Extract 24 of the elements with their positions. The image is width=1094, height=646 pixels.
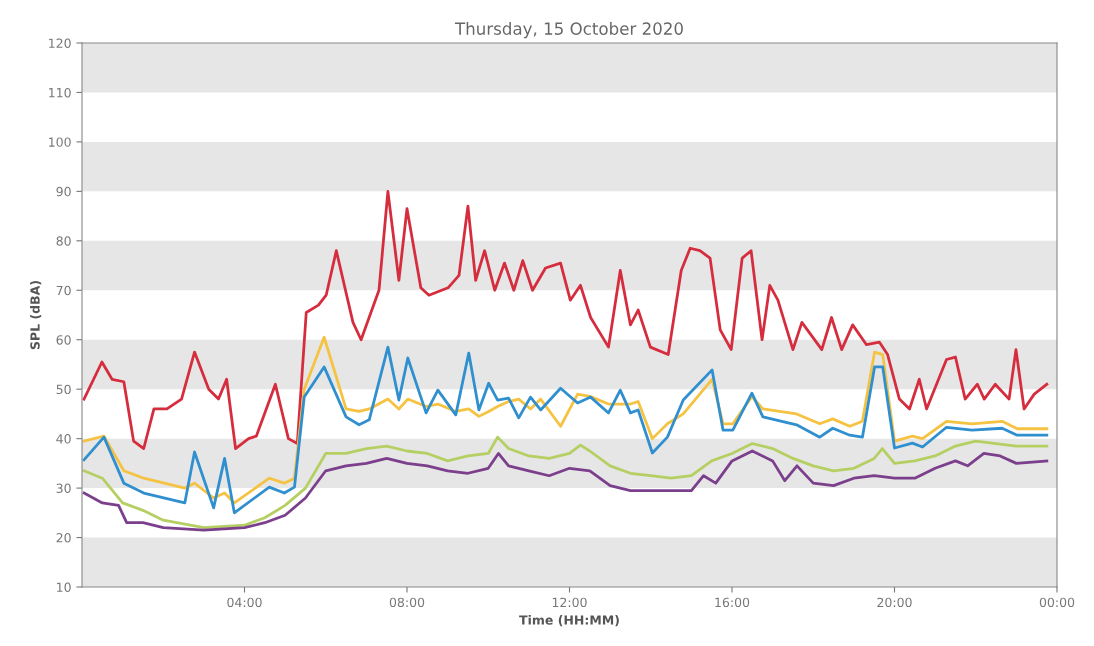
y-tick-label: 20 <box>56 533 71 543</box>
chart-title: Thursday, 15 October 2020 <box>454 22 683 39</box>
y-axis-title: SPL (dBA) <box>30 281 42 350</box>
line-series <box>82 435 1049 530</box>
x-tick-label: 16:00 <box>715 597 750 608</box>
y-tick-label: 80 <box>56 236 71 246</box>
y-tick-label: 90 <box>56 186 71 197</box>
y-tick-label: 40 <box>56 434 71 444</box>
line-series <box>82 189 1049 450</box>
y-tick-label: 10 <box>57 582 71 592</box>
line-series <box>82 449 1049 532</box>
y-tick-label: 70 <box>56 285 71 296</box>
x-axis-title: Time (HH:MM) <box>519 615 619 627</box>
y-tick-label: 60 <box>56 335 71 345</box>
x-tick-label: 00:00 <box>1039 597 1075 608</box>
x-tick-label: 12:00 <box>552 597 587 608</box>
y-tick-label: 30 <box>56 483 71 494</box>
y-tick-label: 100 <box>49 137 71 147</box>
x-tick-label: 04:00 <box>227 597 262 608</box>
x-tick-label: 08:00 <box>389 597 425 608</box>
y-tick-label: 110 <box>49 87 71 98</box>
x-tick-label: 20:00 <box>877 597 912 608</box>
y-tick-label: 120 <box>49 38 71 48</box>
y-tick-label: 50 <box>56 384 71 395</box>
